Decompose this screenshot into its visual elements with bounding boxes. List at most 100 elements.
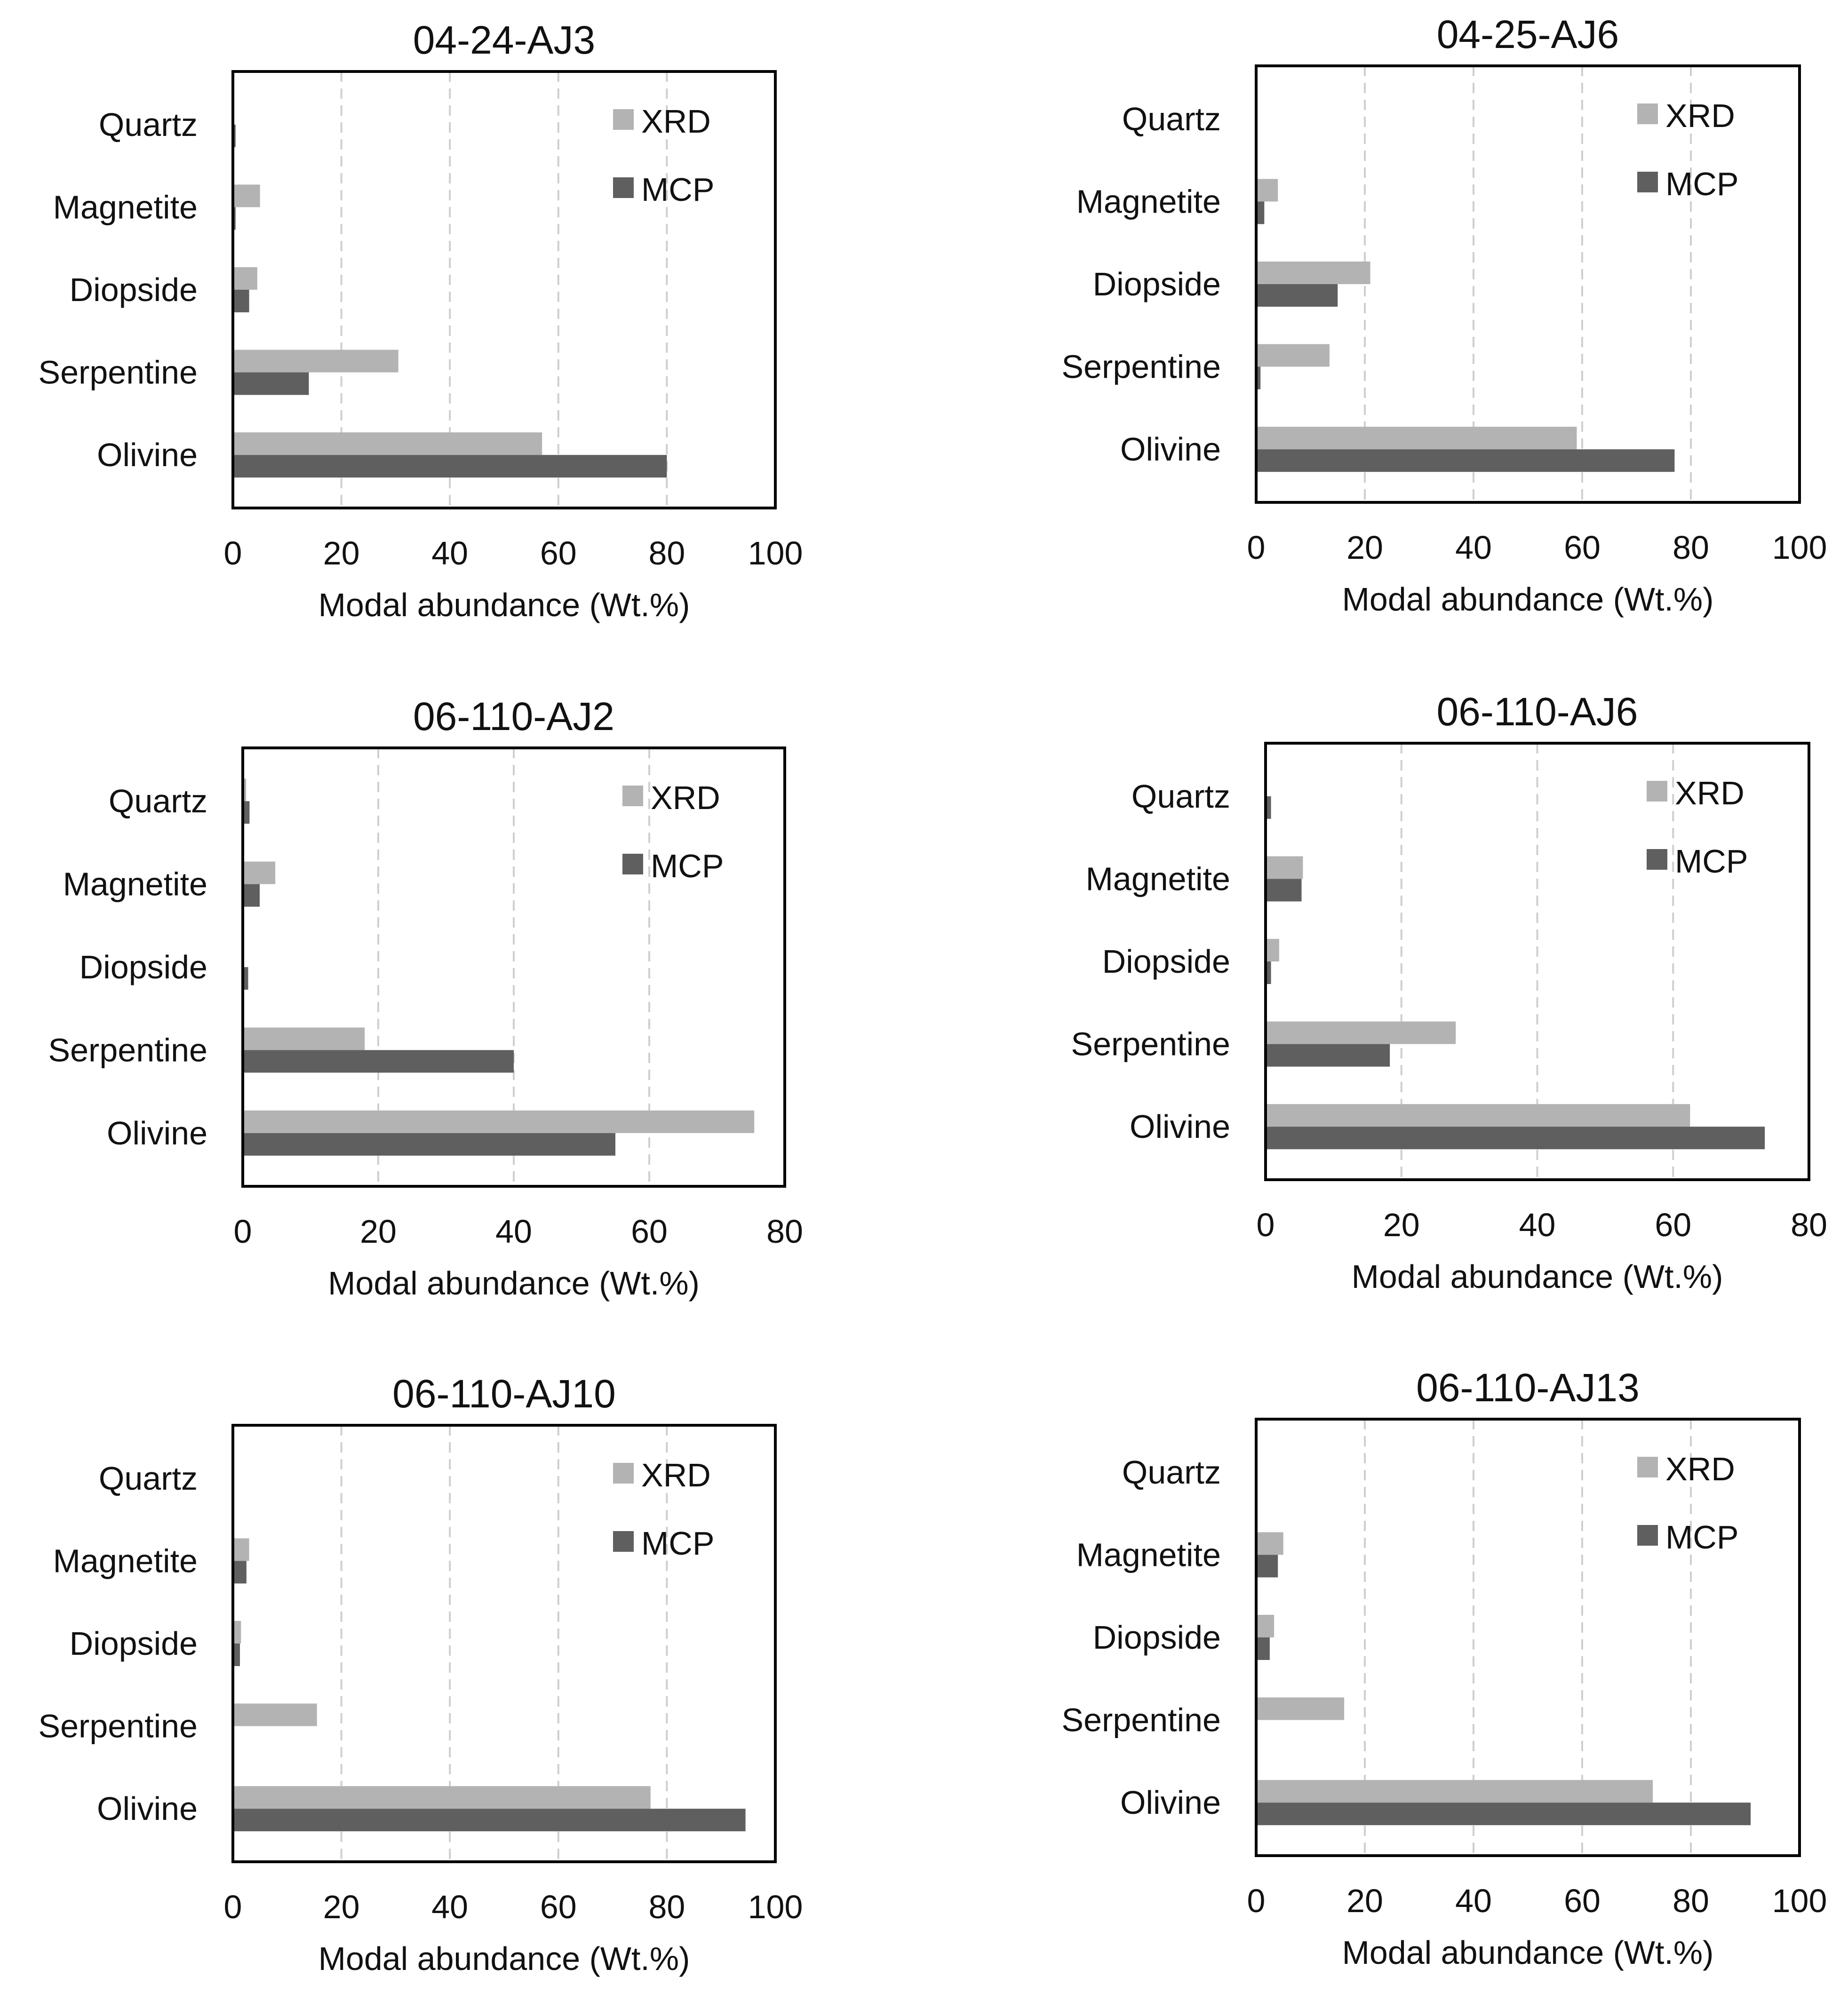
x-tick-label: 0 [234,1213,252,1250]
legend: XRD MCP [1637,1451,1739,1556]
bar-xrd-diopside [1256,1615,1274,1637]
legend-swatch-xrd [1637,103,1658,124]
category-label: Quartz [1122,1454,1221,1491]
chart-panel-2: 04-25-AJ6 Quartz Magnetite Diopside Serpenti… [1061,12,1827,618]
x-tick-label: 60 [631,1213,668,1250]
bar-xrd-magnetite [1256,179,1278,202]
bar-mcp-olivine [243,1133,615,1156]
category-label: Diopside [70,1625,198,1662]
bar-mcp-olivine [1256,449,1675,472]
legend-swatch-mcp [622,854,643,874]
plot-frame [231,1424,777,1863]
category-label: Olivine [97,437,198,473]
x-tick-label: 100 [748,535,803,572]
x-tick-label: 20 [360,1213,397,1250]
x-axis-label: Modal abundance (Wt.%) [319,1940,690,1977]
chart-panel-6: 06-110-AJ13 Quartz Magnetite Diopside Serpen… [1061,1366,1827,1971]
x-tick-label: 40 [431,1889,468,1925]
category-label: Quartz [109,783,207,819]
legend-label-xrd: XRD [641,1457,711,1493]
legend-swatch-mcp [613,1531,634,1552]
x-tick-label: 80 [1673,529,1709,566]
x-tick-label: 60 [1564,529,1601,566]
bar-mcp-magnetite [243,884,260,907]
legend: XRD MCP [613,1457,715,1562]
bar-mcp-serpentine [233,372,309,395]
legend: XRD MCP [613,103,715,208]
category-label: Diopside [1093,1619,1221,1656]
bar-xrd-magnetite [233,1538,249,1561]
bar-mcp-magnetite [233,1561,247,1584]
x-tick-label: 80 [766,1213,803,1250]
x-tick-label: 80 [1791,1207,1827,1243]
category-label: Serpentine [1061,349,1221,385]
x-axis-label: Modal abundance (Wt.%) [319,587,690,623]
x-tick-label: 20 [1346,1882,1383,1919]
x-tick-label: 100 [1772,1882,1827,1919]
bar-mcp-diopside [233,1644,240,1666]
plot-frame [1264,742,1810,1181]
legend-swatch-mcp [1647,849,1667,870]
x-tick-label: 40 [495,1213,532,1250]
legend-label-xrd: XRD [651,779,720,816]
category-label: Olivine [97,1790,198,1827]
bar-mcp-olivine [1266,1127,1765,1150]
x-tick-label: 100 [1772,529,1827,566]
x-tick-label: 20 [1383,1207,1420,1243]
x-tick-label: 0 [224,1889,242,1925]
legend-swatch-xrd [1647,781,1667,802]
bar-xrd-serpentine [233,1703,317,1726]
chart-title: 04-25-AJ6 [1437,12,1619,56]
x-tick-label: 20 [323,1889,360,1925]
category-label: Serpentine [1071,1026,1230,1063]
chart-title: 06-110-AJ13 [1416,1366,1640,1410]
plot-frame [241,746,786,1188]
bar-xrd-magnetite [233,184,260,207]
legend: XRD MCP [1647,775,1748,880]
legend-swatch-mcp [1637,1525,1658,1546]
bar-mcp-olivine [233,455,667,478]
category-label: Olivine [1120,431,1221,468]
chart-title: 06-110-AJ6 [1436,690,1638,734]
category-label: Quartz [1122,101,1221,137]
chart-title: 06-110-AJ2 [413,694,614,738]
category-label: Diopside [70,271,198,308]
x-tick-label: 20 [323,535,360,572]
x-tick-label: 60 [540,1889,577,1925]
x-tick-label: 80 [648,535,685,572]
x-tick-label: 40 [1455,1882,1492,1919]
x-tick-label: 80 [648,1889,685,1925]
legend-label-xrd: XRD [641,103,711,140]
x-tick-label: 40 [431,535,468,572]
legend-label-mcp: MCP [641,1525,715,1562]
legend: XRD MCP [622,779,724,884]
bar-mcp-quartz [243,801,250,824]
bar-mcp-diopside [233,290,249,312]
x-tick-label: 0 [224,535,242,572]
legend: XRD MCP [1637,97,1739,202]
x-axis-label: Modal abundance (Wt.%) [1342,581,1714,618]
bar-xrd-olivine [233,432,542,455]
x-tick-label: 60 [540,535,577,572]
bar-mcp-quartz [1266,796,1271,819]
category-label: Serpentine [48,1032,207,1068]
category-label: Magnetite [1076,1536,1221,1573]
x-tick-label: 40 [1455,529,1492,566]
category-label: Magnetite [1076,183,1221,220]
bar-xrd-olivine [1256,427,1577,450]
bar-mcp-serpentine [1256,366,1261,389]
legend-swatch-xrd [622,786,643,806]
category-label: Magnetite [53,1542,198,1579]
category-label: Serpentine [1061,1702,1221,1739]
bar-mcp-olivine [233,1809,746,1832]
category-label: Diopside [1102,943,1230,980]
x-axis-label: Modal abundance (Wt.%) [1342,1934,1714,1971]
bar-mcp-magnetite [1256,1555,1278,1578]
legend-label-xrd: XRD [1665,1451,1735,1487]
x-tick-label: 0 [1247,1882,1266,1919]
bar-mcp-magnetite [1256,201,1265,224]
category-label: Diopside [80,949,207,985]
bar-xrd-serpentine [1256,344,1330,367]
bar-mcp-diopside [1256,1637,1270,1660]
